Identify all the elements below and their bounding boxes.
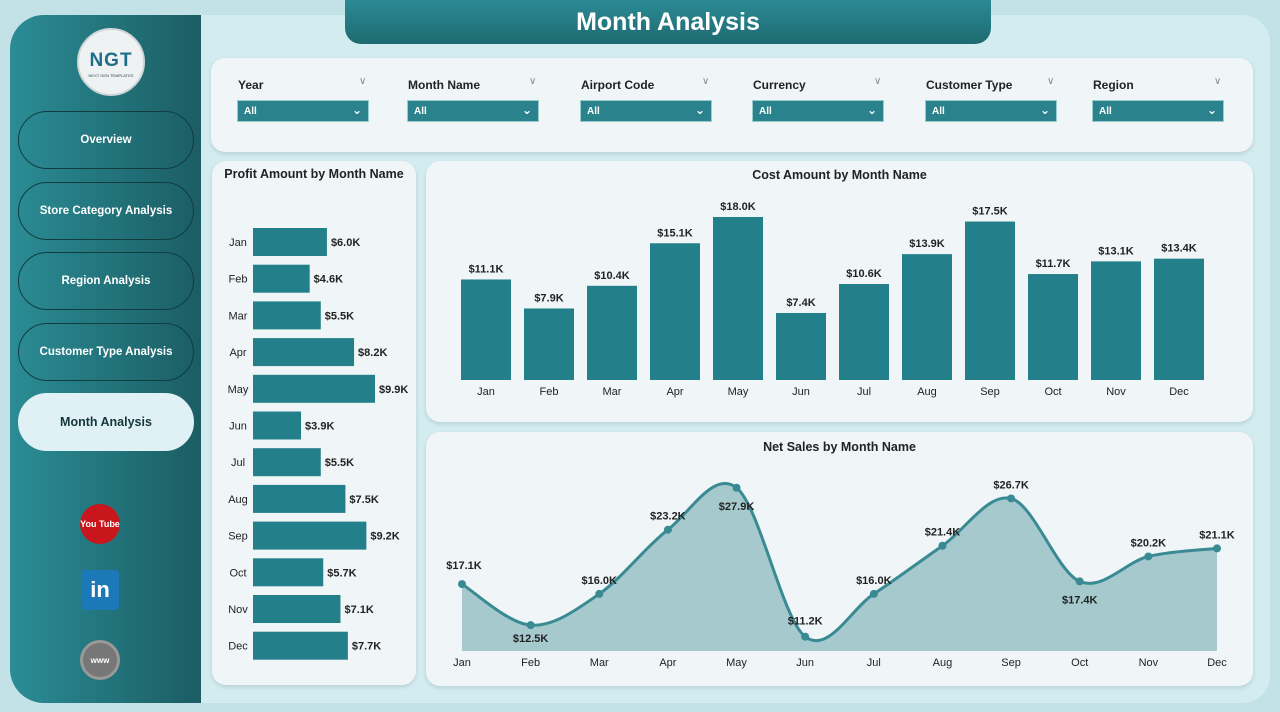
profit-chart-title: Profit Amount by Month Name xyxy=(224,167,404,181)
chevron-down-icon[interactable]: ∨ xyxy=(359,76,367,87)
filter-dropdown-region[interactable]: All ⌄ xyxy=(1092,100,1224,122)
logo-text: NGT xyxy=(89,50,133,71)
filter-value: All xyxy=(759,106,772,117)
nav-region-analysis[interactable]: Region Analysis xyxy=(18,252,194,310)
nav-month-analysis[interactable]: Month Analysis xyxy=(18,393,194,451)
filter-value: All xyxy=(414,106,427,117)
filter-value: All xyxy=(932,106,945,117)
chevron-down-icon[interactable]: ∨ xyxy=(1047,76,1055,87)
filter-dropdown-customer-type[interactable]: All ⌄ xyxy=(925,100,1057,122)
chevron-down-icon[interactable]: ∨ xyxy=(874,76,882,87)
filter-label-year: Year xyxy=(238,78,264,92)
chevron-down-icon: ⌄ xyxy=(521,103,532,117)
logo: NGT NEXT GEN TEMPLATES xyxy=(77,28,145,96)
cost-chart-title: Cost Amount by Month Name xyxy=(752,168,927,182)
nav-store-category-analysis[interactable]: Store Category Analysis xyxy=(18,182,194,240)
filter-label-customer-type: Customer Type xyxy=(926,78,1013,92)
filter-label-month-name: Month Name xyxy=(408,78,480,92)
cost-chart-panel: Cost Amount by Month Name xyxy=(426,161,1253,422)
filter-dropdown-month-name[interactable]: All ⌄ xyxy=(407,100,539,122)
page-title: Month Analysis xyxy=(345,0,991,44)
chevron-down-icon: ⌄ xyxy=(351,103,362,117)
filter-label-currency: Currency xyxy=(753,78,806,92)
filter-value: All xyxy=(1099,106,1112,117)
filter-value: All xyxy=(244,106,257,117)
chevron-down-icon: ⌄ xyxy=(866,103,877,117)
logo-subtitle: NEXT GEN TEMPLATES xyxy=(88,73,134,78)
nav-overview[interactable]: Overview xyxy=(18,111,194,169)
linkedin-icon[interactable]: in xyxy=(81,570,119,610)
filter-dropdown-currency[interactable]: All ⌄ xyxy=(752,100,884,122)
filter-dropdown-airport-code[interactable]: All ⌄ xyxy=(580,100,712,122)
filter-panel xyxy=(211,58,1253,152)
chevron-down-icon[interactable]: ∨ xyxy=(1214,76,1222,87)
filter-label-region: Region xyxy=(1093,78,1134,92)
chevron-down-icon: ⌄ xyxy=(1206,103,1217,117)
globe-icon[interactable]: www xyxy=(80,640,120,680)
filter-dropdown-year[interactable]: All ⌄ xyxy=(237,100,369,122)
profit-chart-panel: Profit Amount by Month Name xyxy=(212,161,416,685)
chevron-down-icon[interactable]: ∨ xyxy=(702,76,710,87)
youtube-icon[interactable]: You Tube xyxy=(80,504,120,544)
chevron-down-icon: ⌄ xyxy=(694,103,705,117)
chevron-down-icon[interactable]: ∨ xyxy=(529,76,537,87)
netsales-chart-title: Net Sales by Month Name xyxy=(763,440,916,454)
filter-label-airport-code: Airport Code xyxy=(581,78,655,92)
nav-customer-type-analysis[interactable]: Customer Type Analysis xyxy=(18,323,194,381)
netsales-chart-panel: Net Sales by Month Name xyxy=(426,432,1253,686)
chevron-down-icon: ⌄ xyxy=(1039,103,1050,117)
filter-value: All xyxy=(587,106,600,117)
